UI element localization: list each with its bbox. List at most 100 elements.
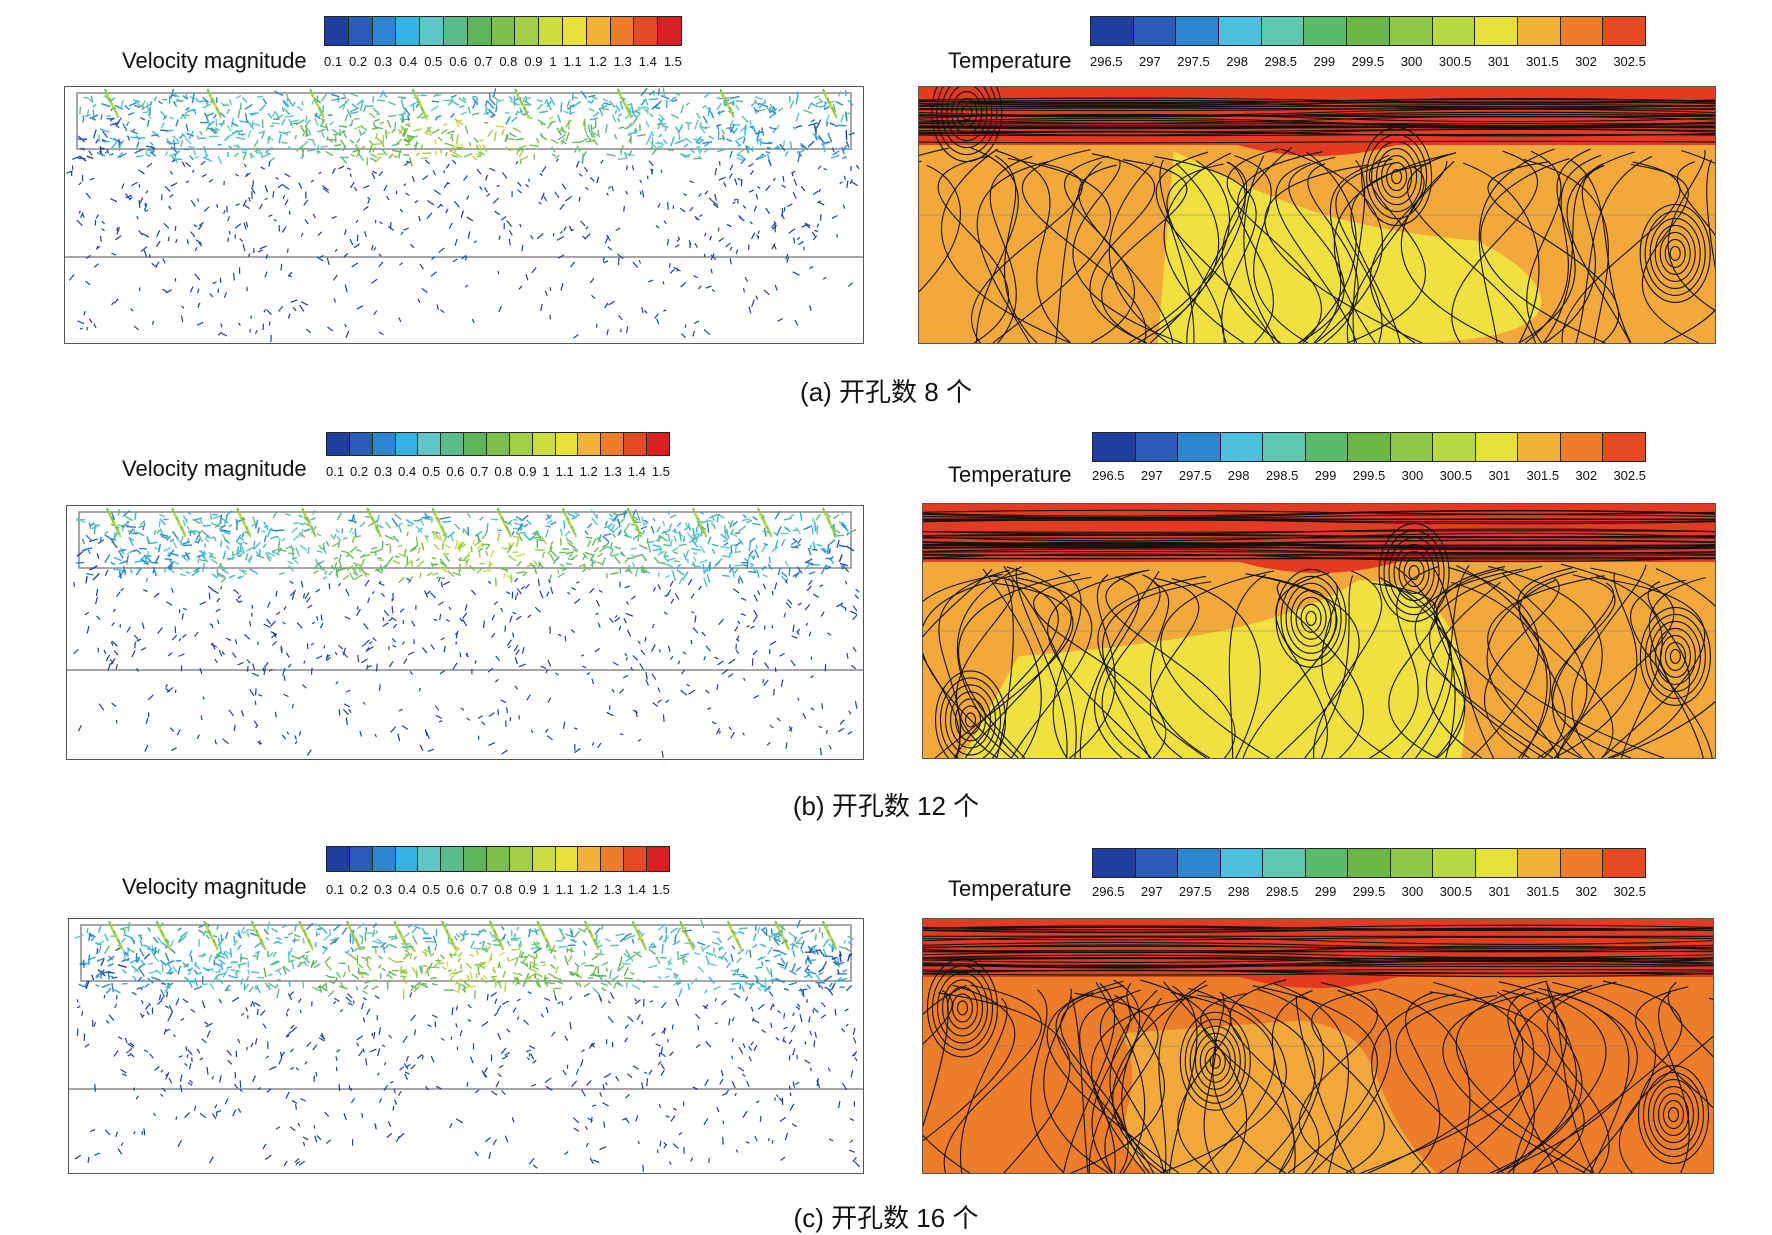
- colorbar-swatch: [487, 433, 510, 455]
- tick-label: 1.4: [638, 54, 657, 69]
- colorbar-swatch: [1135, 433, 1179, 461]
- tick-label: 296.5: [1092, 468, 1125, 483]
- colorbar-swatch: [487, 847, 510, 871]
- tick-label: 301.5: [1526, 468, 1560, 483]
- colorbar-swatch: [624, 847, 648, 871]
- temperature-streamline-plot: [922, 918, 1714, 1174]
- temperature-colorbar-title: Temperature: [948, 462, 1072, 487]
- colorbar-swatch: [327, 847, 350, 871]
- velocity-colorbar-title: Velocity magnitude: [122, 874, 307, 899]
- colorbar-swatch: [1347, 17, 1390, 45]
- tick-label: 298: [1226, 54, 1248, 69]
- tick-label: 299: [1314, 884, 1337, 899]
- tick-label: 297: [1140, 884, 1163, 899]
- tick-label: 0.4: [398, 882, 417, 897]
- figure-caption: (c) 开孔数 16 个: [793, 1203, 979, 1233]
- tick-label: 0.8: [499, 54, 518, 69]
- colorbar-swatch: [1263, 433, 1306, 461]
- tick-label: 297: [1139, 54, 1161, 69]
- velocity-colorbar-title: Velocity magnitude: [122, 48, 307, 73]
- tick-label: 301.5: [1526, 54, 1559, 69]
- tick-label: 1.1: [555, 882, 574, 897]
- colorbar-swatch: [1560, 849, 1604, 877]
- velocity-colorbar: [326, 846, 670, 872]
- colorbar-swatch: [395, 433, 419, 455]
- tick-label: 298: [1227, 468, 1250, 483]
- tick-label: 296.5: [1092, 884, 1125, 899]
- colorbar-swatch: [1178, 849, 1221, 877]
- colorbar-swatch: [509, 847, 533, 871]
- tick-label: 300.5: [1439, 884, 1473, 899]
- tick-label: 0.6: [446, 464, 465, 479]
- tick-label: 1.2: [579, 464, 598, 479]
- colorbar-swatch: [1518, 433, 1561, 461]
- colorbar-swatch: [372, 847, 396, 871]
- tick-label: 301: [1487, 54, 1510, 69]
- colorbar-swatch: [491, 17, 516, 45]
- tick-label: 302.5: [1613, 468, 1646, 483]
- colorbar-swatch: [1261, 17, 1305, 45]
- tick-label: 0.5: [422, 882, 441, 897]
- temperature-colorbar-title: Temperature: [948, 876, 1072, 901]
- colorbar-swatch: [1219, 17, 1262, 45]
- colorbar-swatch: [418, 847, 442, 871]
- velocity-colorbar: [324, 16, 682, 46]
- colorbar-swatch: [464, 433, 488, 455]
- tick-label: 302.5: [1613, 54, 1646, 69]
- colorbar-swatch: [1603, 433, 1645, 461]
- tick-label: 297: [1140, 468, 1163, 483]
- velocity-colorbar: [326, 432, 670, 456]
- colorbar-swatch: [532, 847, 556, 871]
- colorbar-swatch: [464, 847, 488, 871]
- temperature-colorbar-title: Temperature: [948, 48, 1072, 73]
- colorbar-swatch: [601, 847, 625, 871]
- colorbar-swatch: [515, 17, 540, 45]
- colorbar-swatch: [624, 433, 648, 455]
- velocity-colorbar-ticks: 0.1 0.2 0.3 0.4 0.5 0.6 0.7 0.8 0.9 1 1.1 1.2 1.3 1.4…: [326, 464, 670, 479]
- tick-label: 301.5: [1526, 884, 1560, 899]
- tick-label: 1.4: [627, 464, 646, 479]
- tick-label: 296.5: [1090, 54, 1123, 69]
- velocity-colorbar-ticks: 0.1 0.2 0.3 0.4 0.5 0.6 0.7 0.8 0.9 1 1.1 1.2 1.3 1.4…: [324, 54, 682, 69]
- colorbar-swatch: [1433, 849, 1476, 877]
- colorbar-swatch: [555, 847, 579, 871]
- tick-label: 301: [1488, 468, 1511, 483]
- tick-label: 300.5: [1438, 54, 1472, 69]
- colorbar-swatch: [1475, 849, 1519, 877]
- colorbar-swatch: [601, 433, 625, 455]
- velocity-vector-plot: [64, 86, 864, 344]
- colorbar-swatch: [1091, 17, 1134, 45]
- colorbar-swatch: [1475, 433, 1519, 461]
- colorbar-swatch: [1220, 433, 1264, 461]
- colorbar-swatch: [1603, 849, 1645, 877]
- colorbar-swatch: [586, 17, 611, 45]
- tick-label: 302: [1575, 884, 1598, 899]
- tick-label: 299: [1314, 468, 1337, 483]
- tick-label: 0.4: [399, 54, 418, 69]
- colorbar-swatch: [1178, 433, 1221, 461]
- colorbar-swatch: [372, 433, 396, 455]
- colorbar-swatch: [1433, 433, 1476, 461]
- tick-label: 1.3: [603, 882, 622, 897]
- tick-label: 1.5: [651, 464, 670, 479]
- tick-label: 299.5: [1352, 468, 1386, 483]
- tick-label: 299.5: [1351, 54, 1385, 69]
- tick-label: 0.6: [446, 882, 465, 897]
- tick-label: 298.5: [1264, 54, 1297, 69]
- colorbar-swatch: [441, 433, 465, 455]
- tick-label: 301: [1488, 884, 1511, 899]
- tick-label: 1.5: [651, 882, 670, 897]
- tick-label: 1: [542, 882, 550, 897]
- temperature-colorbar: [1092, 432, 1646, 462]
- tick-label: 0.1: [326, 464, 345, 479]
- tick-label: 0.5: [422, 464, 441, 479]
- tick-label: 0.2: [349, 54, 368, 69]
- colorbar-swatch: [1390, 849, 1434, 877]
- temperature-colorbar-ticks: 296.5 297 297.5 298 298.5 299 299.5 300 300.5 301…: [1092, 884, 1646, 899]
- colorbar-swatch: [647, 433, 669, 455]
- colorbar-swatch: [1517, 17, 1561, 45]
- colorbar-swatch: [349, 433, 373, 455]
- colorbar-swatch: [348, 17, 373, 45]
- colorbar-swatch: [539, 17, 563, 45]
- colorbar-swatch: [1093, 433, 1136, 461]
